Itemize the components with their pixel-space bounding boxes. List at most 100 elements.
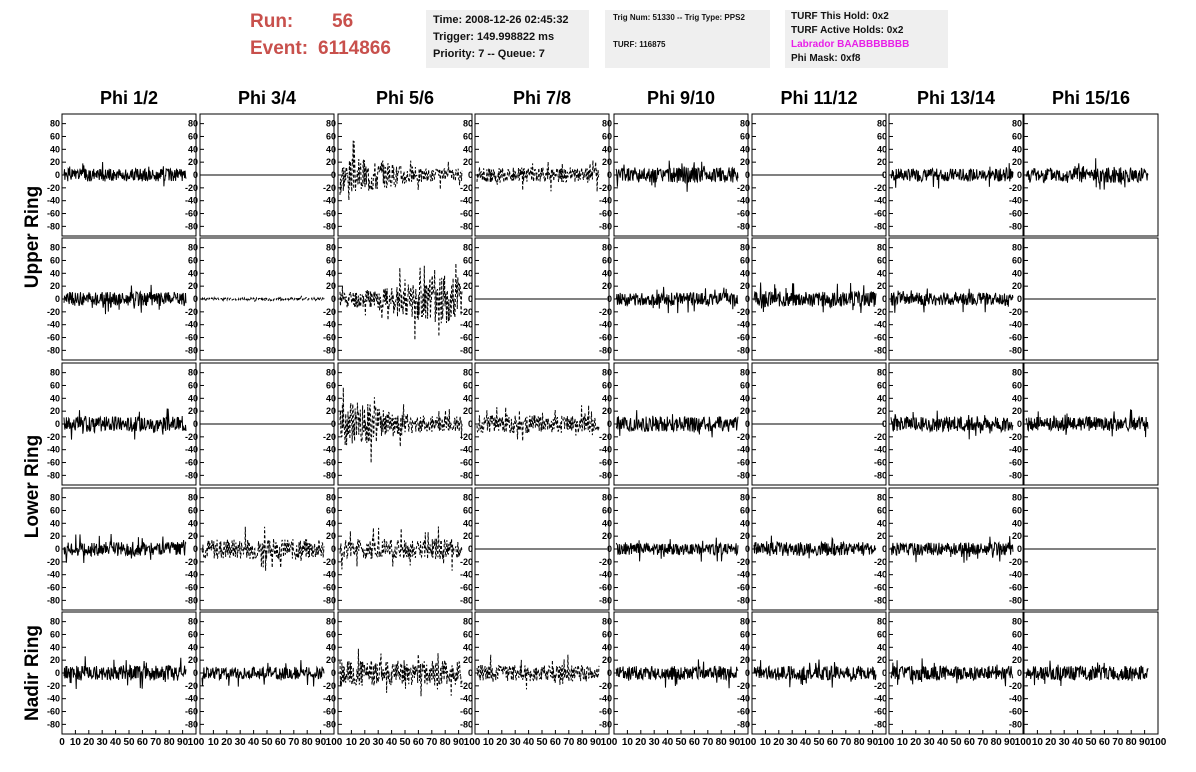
y-tick-label: 20: [877, 157, 887, 167]
y-tick-label: -40: [47, 445, 60, 455]
y-tick-label: 40: [740, 518, 750, 528]
y-tick-label: 60: [740, 505, 750, 515]
y-tick-label: -80: [47, 595, 60, 605]
y-tick-label: 20: [1012, 655, 1022, 665]
y-tick-label: -80: [460, 595, 473, 605]
y-tick-label: -20: [460, 183, 473, 193]
y-tick-label: -40: [185, 694, 198, 704]
y-tick-label: 0: [55, 170, 60, 180]
x-tick-label: 60: [827, 737, 839, 748]
x-tick-label: 80: [577, 737, 589, 748]
y-tick-label: -60: [1009, 583, 1022, 593]
y-tick-label: 0: [882, 294, 887, 304]
y-tick-label: 60: [326, 505, 336, 515]
y-tick-label: -20: [323, 432, 336, 442]
x-tick-label: 20: [359, 737, 371, 748]
x-tick-label: 50: [536, 737, 548, 748]
y-tick-label: 0: [1017, 294, 1022, 304]
x-tick-label: 70: [288, 737, 300, 748]
x-tick-label: 70: [702, 737, 714, 748]
y-tick-label: 20: [50, 531, 60, 541]
y-tick-label: -20: [47, 557, 60, 567]
y-tick-label: 60: [50, 131, 60, 141]
y-tick-label: 20: [50, 157, 60, 167]
y-tick-label: 80: [1012, 243, 1022, 253]
y-tick-label: -80: [47, 470, 60, 480]
y-tick-label: -80: [599, 719, 612, 729]
y-tick-label: -20: [1009, 681, 1022, 691]
x-tick-label: 70: [426, 737, 438, 748]
x-tick-label: 20: [910, 737, 922, 748]
y-tick-label: 40: [877, 144, 887, 154]
y-tick-label: 20: [1012, 531, 1022, 541]
y-tick-label: 20: [326, 531, 336, 541]
y-tick-label: -60: [737, 209, 750, 219]
column-title: Phi 5/6: [376, 88, 434, 108]
y-tick-label: 20: [877, 655, 887, 665]
x-tick-label: 10: [1032, 737, 1044, 748]
turf-active-holds-text: TURF Active Holds: 0x2: [791, 25, 904, 36]
y-tick-label: 40: [602, 642, 612, 652]
y-tick-label: 40: [740, 268, 750, 278]
y-tick-label: -20: [460, 307, 473, 317]
y-tick-label: -20: [323, 557, 336, 567]
y-tick-label: 0: [1017, 170, 1022, 180]
waveform-trace: [339, 140, 463, 201]
x-tick-label: 60: [1099, 737, 1111, 748]
y-tick-label: 60: [463, 255, 473, 265]
y-tick-label: 80: [50, 119, 60, 129]
y-tick-label: 80: [463, 243, 473, 253]
column-title: Phi 3/4: [238, 88, 296, 108]
x-tick-label: 20: [1045, 737, 1057, 748]
y-tick-label: 40: [188, 642, 198, 652]
waveform-trace: [201, 295, 325, 303]
y-tick-label: -40: [460, 445, 473, 455]
y-tick-label: -80: [737, 221, 750, 231]
event-value: 6114866: [318, 38, 391, 59]
time-text: Time: 2008-12-26 02:45:32: [433, 14, 569, 26]
x-tick-label: 60: [689, 737, 701, 748]
y-tick-label: -80: [323, 719, 336, 729]
y-tick-label: -80: [1009, 595, 1022, 605]
y-tick-label: 80: [740, 243, 750, 253]
y-tick-label: 60: [50, 629, 60, 639]
x-tick-label: 40: [800, 737, 812, 748]
y-tick-label: -40: [460, 320, 473, 330]
waveform-trace: [615, 410, 739, 438]
y-tick-label: -40: [737, 196, 750, 206]
column-title: Phi 13/14: [917, 88, 995, 108]
y-tick-label: 80: [326, 243, 336, 253]
y-tick-label: 20: [877, 531, 887, 541]
y-tick-label: -80: [185, 595, 198, 605]
y-tick-label: -60: [47, 209, 60, 219]
y-tick-label: 60: [602, 505, 612, 515]
y-tick-label: -80: [874, 470, 887, 480]
y-tick-label: 40: [1012, 268, 1022, 278]
y-tick-label: -40: [737, 320, 750, 330]
y-tick-label: 40: [326, 393, 336, 403]
y-tick-label: -40: [737, 694, 750, 704]
y-tick-label: -20: [185, 307, 198, 317]
y-tick-label: 60: [602, 255, 612, 265]
x-tick-label: 100: [1015, 737, 1032, 748]
y-tick-label: 60: [463, 505, 473, 515]
turf-text: TURF: 116875: [613, 40, 666, 49]
y-tick-label: -40: [185, 196, 198, 206]
y-tick-label: -40: [47, 694, 60, 704]
y-tick-label: 60: [188, 629, 198, 639]
y-tick-label: 80: [740, 119, 750, 129]
y-tick-label: 40: [602, 393, 612, 403]
y-tick-label: -80: [737, 345, 750, 355]
time-trigger-box: Time: 2008-12-26 02:45:32 Trigger: 149.9…: [426, 10, 589, 68]
y-tick-label: -20: [185, 432, 198, 442]
y-tick-label: 80: [740, 493, 750, 503]
y-tick-label: -60: [737, 583, 750, 593]
y-tick-label: 0: [55, 294, 60, 304]
y-tick-label: -40: [1009, 196, 1022, 206]
y-tick-label: -80: [47, 345, 60, 355]
y-tick-label: 80: [463, 368, 473, 378]
y-tick-label: 60: [740, 380, 750, 390]
y-tick-label: 40: [1012, 518, 1022, 528]
x-tick-label: 70: [563, 737, 575, 748]
y-tick-label: 0: [882, 170, 887, 180]
